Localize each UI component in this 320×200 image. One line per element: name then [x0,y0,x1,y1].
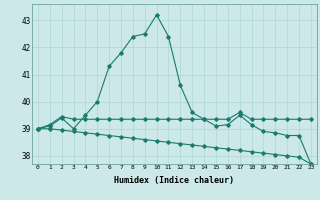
X-axis label: Humidex (Indice chaleur): Humidex (Indice chaleur) [115,176,234,185]
